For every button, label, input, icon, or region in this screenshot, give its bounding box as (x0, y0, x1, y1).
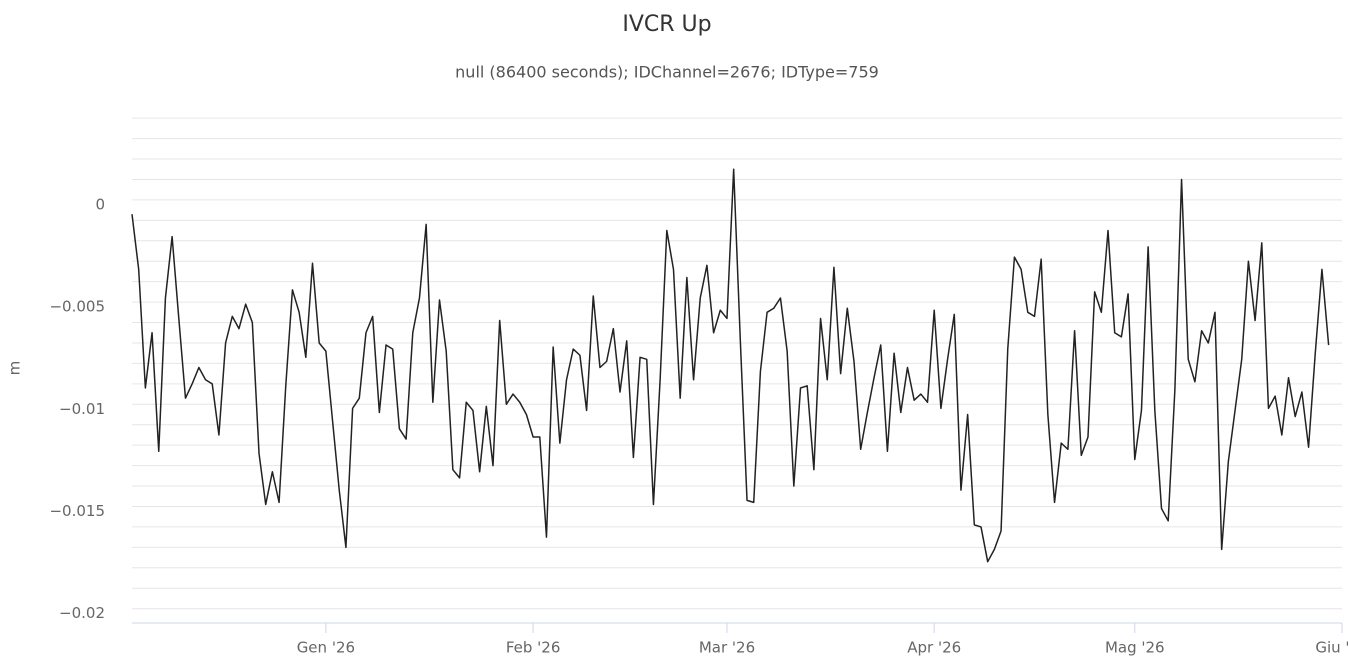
x-tick-label: Apr '26 (907, 639, 961, 657)
y-tick-label: −0.015 (49, 502, 105, 520)
x-tick-label: Feb '26 (506, 639, 561, 657)
data-line (131, 168, 1330, 563)
chart-title: IVCR Up (622, 12, 711, 37)
y-tick-label: 0 (95, 195, 105, 213)
y-tick-label: −0.01 (59, 400, 105, 418)
x-tick-label: Gen '26 (297, 639, 355, 657)
x-tick-label: Mag '26 (1105, 639, 1165, 657)
chart-subtitle: null (86400 seconds); IDChannel=2676; ID… (455, 63, 879, 82)
x-tick-label: Mar '26 (699, 639, 755, 657)
y-tick-label: −0.005 (49, 298, 105, 316)
y-tick-label: −0.02 (59, 604, 105, 622)
y-axis-label: m (6, 361, 24, 376)
x-tick-label: Giu '26 (1315, 639, 1348, 657)
